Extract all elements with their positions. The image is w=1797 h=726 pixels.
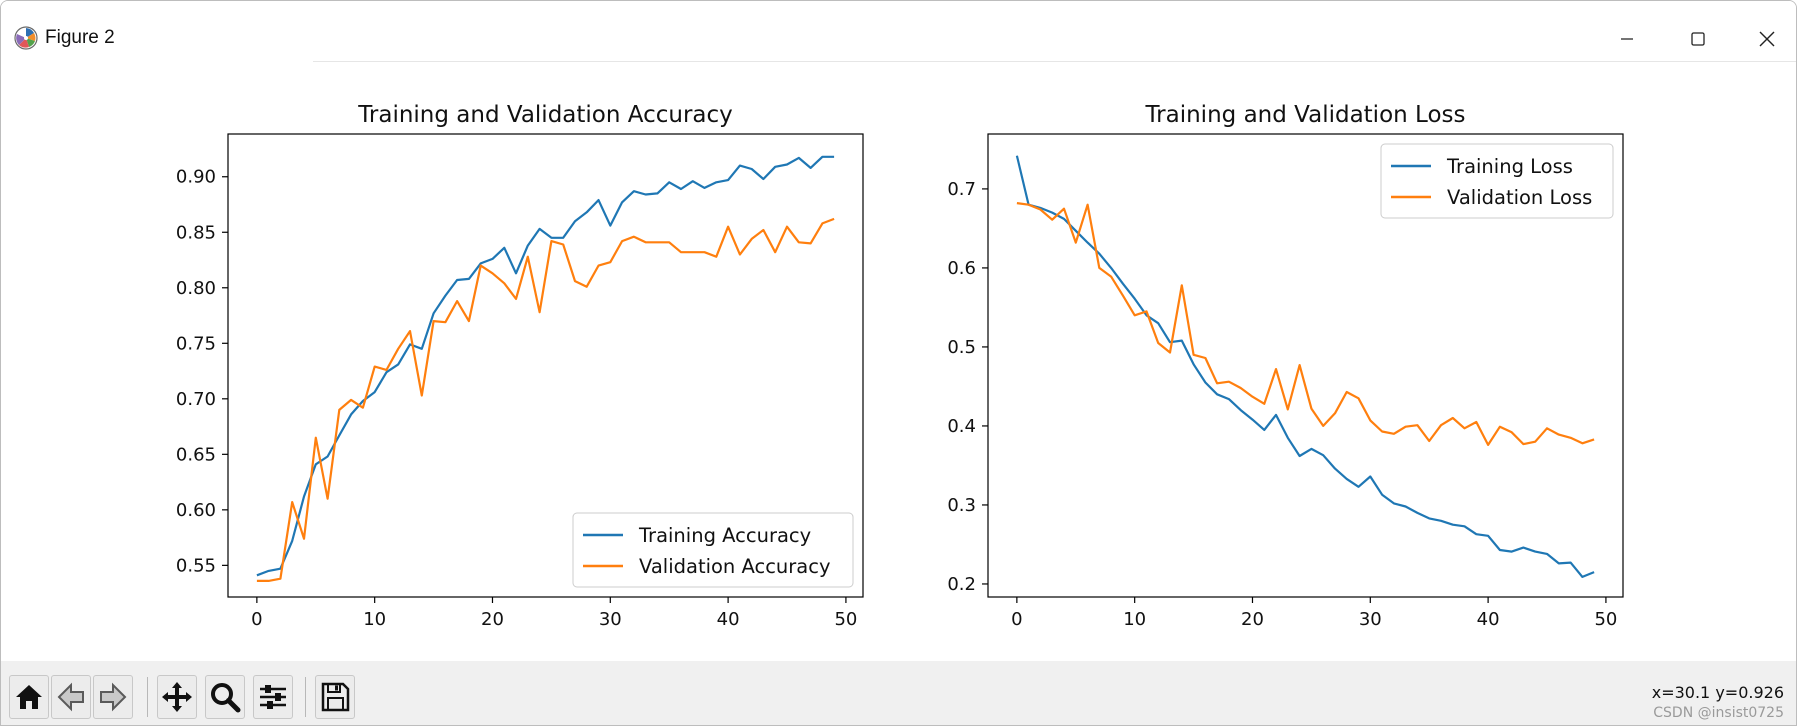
series-group [1015,155,1595,579]
chart-title: Training and Validation Loss [1145,102,1466,128]
axes-frame [987,133,1624,598]
x-tick-label: 10 [363,609,386,630]
minimize-icon [1621,38,1633,40]
figure-canvas[interactable]: Training and Validation Accuracy 0 10 20 30 4… [1,62,1797,662]
series-line-validation-accuracy[interactable] [256,217,835,583]
minimize-button[interactable] [1597,19,1657,59]
legend-box [1380,143,1614,219]
home-button[interactable] [9,675,49,719]
move-icon [162,682,192,712]
close-icon [1759,31,1775,47]
y-tick-label: 0.60 [176,500,216,521]
legend-label: Validation Loss [1447,186,1592,209]
plot-area[interactable]: Training and Validation Accuracy 0 10 20 30 4… [1,62,1797,662]
navigation-toolbar: x=30.1 y=0.926 CSDN @insist0725 [1,661,1796,725]
series-line-training-loss[interactable] [1015,155,1595,579]
maximize-button[interactable] [1668,19,1728,59]
x-tick-label: 50 [1594,609,1617,630]
x-tick-label: 50 [834,609,857,630]
matplotlib-logo-icon [14,26,38,50]
save-button[interactable] [315,675,355,719]
y-tick-label: 0.85 [176,222,216,243]
maximize-icon [1691,32,1705,46]
y-tick-label: 0.65 [176,444,216,465]
y-tick-label: 0.90 [176,167,216,188]
y-tick-label: 0.75 [176,333,216,354]
toolbar-separator [305,677,306,717]
floppy-disk-icon [321,682,350,712]
title-bar[interactable]: Figure 2 [1,1,1796,59]
legend-box [572,512,854,588]
axes-frame [227,133,864,598]
y-tick-label: 0.3 [947,495,976,516]
magnifier-icon [211,683,241,713]
y-tick-label: 0.5 [947,337,976,358]
y-tick-label: 0.6 [947,258,976,279]
arrow-left-icon [57,682,84,712]
series-line-validation-loss[interactable] [1016,202,1595,446]
forward-button[interactable] [93,675,133,719]
x-tick-label: 20 [481,609,504,630]
zoom-button[interactable] [205,675,245,719]
y-tick-label: 0.4 [947,416,976,437]
toolbar-separator [147,677,148,717]
window-title: Figure 2 [45,27,115,48]
legend: Training Loss Validation Loss [1380,143,1614,219]
y-tick-label: 0.70 [176,389,216,410]
series-line-training-accuracy[interactable] [256,155,835,577]
legend-label: Training Accuracy [638,524,811,547]
legend: Training Accuracy Validation Accuracy [572,512,854,588]
x-tick-label: 0 [1011,609,1022,630]
sliders-icon [260,685,286,709]
loss-chart[interactable]: Training and Validation Loss 0 10 20 30 40 50 0… [947,102,1624,630]
configure-subplots-button[interactable] [253,675,293,719]
y-tick-label: 0.80 [176,278,216,299]
home-icon [16,685,42,709]
close-button[interactable] [1737,19,1796,59]
watermark: CSDN @insist0725 [1653,705,1784,721]
pan-button[interactable] [157,675,197,719]
x-tick-label: 30 [1359,609,1382,630]
back-button[interactable] [51,675,91,719]
series-group [256,155,835,583]
x-tick-label: 0 [251,609,262,630]
x-tick-label: 10 [1123,609,1146,630]
chart-title: Training and Validation Accuracy [357,102,733,128]
y-tick-label: 0.2 [947,574,976,595]
accuracy-chart[interactable]: Training and Validation Accuracy 0 10 20 30 4… [176,102,864,630]
x-tick-label: 40 [1477,609,1500,630]
x-tick-label: 40 [717,609,740,630]
y-tick-label: 0.7 [947,179,976,200]
canvas-separator [313,61,1796,62]
arrow-right-icon [100,682,127,712]
x-tick-label: 20 [1241,609,1264,630]
cursor-coordinates: x=30.1 y=0.926 [1651,683,1784,702]
legend-label: Training Loss [1446,155,1573,178]
legend-label: Validation Accuracy [639,555,831,578]
y-tick-label: 0.55 [176,555,216,576]
x-tick-label: 30 [599,609,622,630]
